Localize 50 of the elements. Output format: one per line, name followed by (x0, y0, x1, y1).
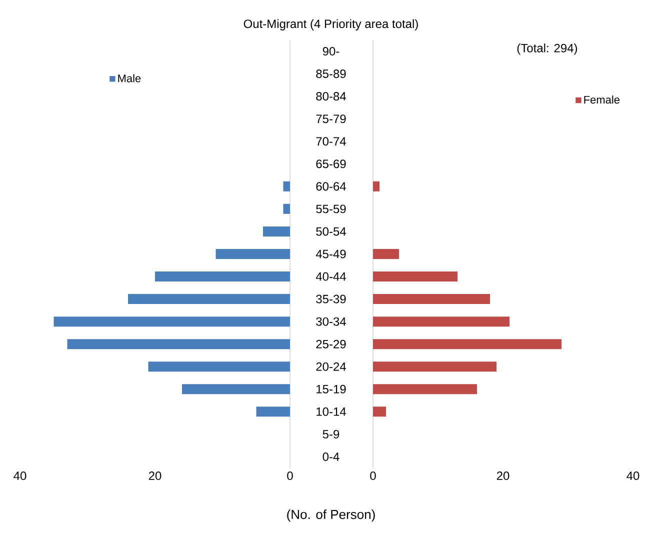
x-tick-label: 0 (287, 472, 293, 480)
y-tick-label: 55-59 (316, 204, 346, 214)
y-tick-label: 80-84 (316, 92, 346, 101)
bar (262, 226, 290, 236)
bar (67, 339, 290, 350)
bar (373, 316, 510, 327)
bar (373, 406, 386, 417)
bar (54, 316, 290, 327)
y-tick-label: 70-74 (316, 137, 346, 146)
y-tick-label: 25-29 (316, 340, 346, 348)
y-tick-label: 20-24 (316, 362, 346, 371)
x-tick-label: 40 (626, 472, 640, 480)
y-tick-label: 45-49 (316, 250, 346, 258)
bar (155, 272, 290, 282)
y-tick-label: 90- (322, 47, 340, 56)
bar (373, 384, 477, 394)
y-tick-label: 40-44 (316, 272, 346, 281)
x-axis-title: (No. of Person) (287, 510, 375, 522)
x-tick-label: 40 (14, 472, 26, 480)
y-tick-label: 30-34 (316, 317, 346, 326)
legend-label: Male (118, 74, 141, 82)
y-tick-label: 10-14 (316, 407, 346, 416)
bar (373, 362, 496, 372)
y-tick-label: 75-79 (316, 114, 346, 124)
legend-label: Female (584, 96, 620, 104)
bar (373, 294, 490, 304)
bar (373, 272, 458, 282)
bar (373, 181, 380, 192)
text: Out-Migrant (4 Priority area total) (244, 19, 418, 30)
bar (373, 339, 562, 350)
x-tick-label: 20 (496, 472, 510, 480)
annotation: (Total: 294) (517, 44, 578, 55)
bar (182, 384, 290, 394)
y-tick-label: 35-39 (316, 294, 346, 304)
y-tick-label: 5-9 (322, 430, 340, 438)
bar (283, 181, 290, 192)
y-tick-label: 0-4 (322, 452, 340, 461)
y-tick-label: 50-54 (316, 227, 346, 236)
bar (148, 362, 290, 372)
bar (128, 294, 290, 304)
x-tick-label: 20 (148, 472, 162, 480)
y-tick-label: 15-19 (316, 384, 346, 394)
bar (216, 248, 290, 259)
y-tick-label: 65-69 (316, 160, 346, 168)
y-tick-label: 60-64 (316, 182, 346, 191)
bar (256, 406, 290, 417)
y-tick-label: 85-89 (316, 70, 346, 78)
bar (283, 204, 290, 214)
bar (373, 248, 400, 259)
x-tick-label: 0 (370, 472, 376, 480)
